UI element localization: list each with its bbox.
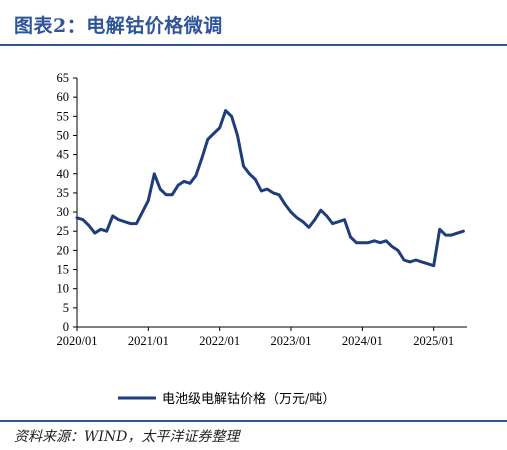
y-tick-label: 10	[57, 282, 70, 296]
x-tick-label: 2021/01	[128, 334, 169, 348]
y-tick-label: 50	[57, 128, 70, 142]
y-tick-label: 55	[57, 109, 70, 123]
series-line	[75, 109, 465, 268]
y-tick-label: 40	[57, 167, 70, 181]
x-tick-label: 2024/01	[342, 334, 383, 348]
x-tick-label: 2020/01	[57, 334, 98, 348]
x-tick-label: 2023/01	[271, 334, 312, 348]
y-tick-label: 35	[57, 186, 70, 200]
source-note: 资料来源：WIND，太平洋证券整理	[14, 429, 240, 445]
y-tick-label: 0	[63, 320, 69, 334]
y-tick-label: 65	[57, 71, 70, 85]
legend-label: 电池级电解钴价格（万元/吨）	[162, 391, 335, 407]
y-tick-label: 45	[57, 148, 70, 162]
y-tick-label: 20	[57, 243, 70, 257]
footer-divider	[0, 420, 507, 422]
y-axis: 0 5 10 15 20 25 30 35 40 45 50 55 60 65	[57, 71, 78, 334]
legend: 电池级电解钴价格（万元/吨）	[118, 391, 335, 407]
page-title: 图表2：电解钴价格微调	[14, 15, 223, 37]
line-chart: 0 5 10 15 20 25 30 35 40 45 50 55 60 65 2020/01 2021/0…	[57, 71, 467, 407]
y-tick-label: 15	[57, 263, 70, 277]
y-tick-label: 60	[57, 90, 70, 104]
y-tick-label: 30	[57, 205, 70, 219]
x-tick-label: 2025/01	[413, 334, 454, 348]
title-bar: 图表2：电解钴价格微调	[0, 0, 507, 46]
y-tick-label: 25	[57, 224, 70, 238]
plot-area	[75, 109, 465, 268]
y-tick-label: 5	[63, 301, 69, 315]
x-tick-label: 2022/01	[199, 334, 240, 348]
x-axis: 2020/01 2021/01 2022/01 2023/01 2024/01 2025/…	[57, 326, 467, 348]
